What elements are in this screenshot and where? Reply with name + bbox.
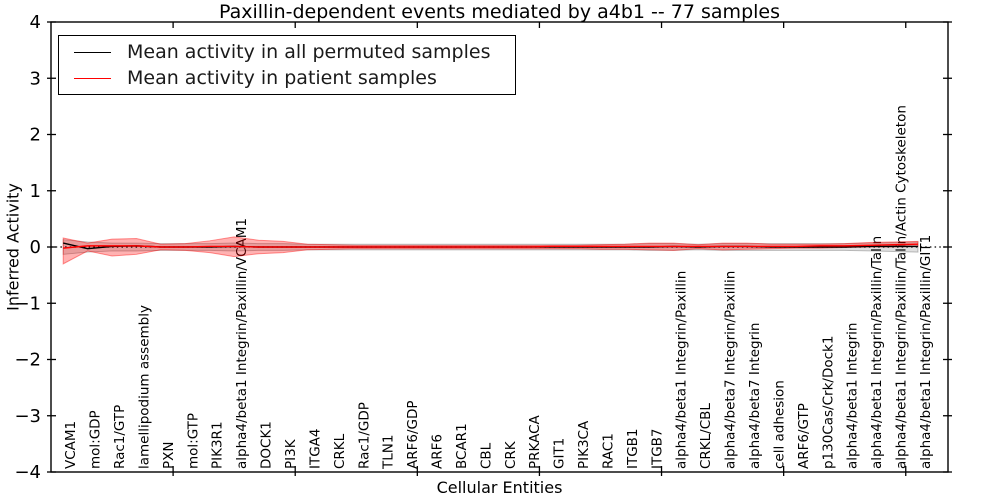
x-tick-label: ARF6/GDP <box>405 400 421 469</box>
x-tick-label: PI3K <box>283 438 299 469</box>
x-tick-label: DOCK1 <box>259 421 275 469</box>
legend-entry-permuted: Mean activity in all permuted samples <box>59 39 515 65</box>
x-tick-label: CRKL <box>332 433 348 469</box>
x-tick-label: PIK3CA <box>576 420 592 469</box>
x-tick-label: PRKACA <box>527 414 543 469</box>
x-tick-label: ITGB1 <box>625 428 641 469</box>
x-tick-label: Rac1/GDP <box>356 402 372 469</box>
y-tick-label: −2 <box>14 350 41 371</box>
y-tick-label: −4 <box>14 462 41 483</box>
permuted-line-swatch <box>74 51 111 53</box>
chart-title: Paxillin-dependent events mediated by a4… <box>218 1 780 23</box>
y-tick-label: 4 <box>30 12 41 33</box>
x-tick-label: TLN1 <box>381 435 397 470</box>
x-tick-label: mol:GTP <box>185 413 201 469</box>
legend-label: Mean activity in patient samples <box>127 67 437 89</box>
x-tick-label: GIT1 <box>552 438 568 469</box>
x-tick-label: VCAM1 <box>63 421 79 469</box>
x-tick-label: p130Cas/Crk/Dock1 <box>820 336 836 469</box>
x-tick-label: lamellipodium assembly <box>136 305 152 469</box>
x-tick-label: RAC1 <box>600 433 616 469</box>
x-tick-label: ARF6 <box>430 434 446 469</box>
x-tick-label: mol:GDP <box>88 410 104 469</box>
x-tick-label: Rac1/GTP <box>112 405 128 469</box>
y-tick-label: −3 <box>14 406 41 427</box>
x-tick-label: CBL <box>478 442 494 469</box>
x-axis-title: Cellular Entities <box>436 478 563 497</box>
y-tick-label: 2 <box>30 125 41 146</box>
x-tick-label: BCAR1 <box>454 423 470 469</box>
x-tick-label: cell adhesion <box>771 380 787 469</box>
patient-line-swatch <box>74 77 111 79</box>
x-tick-label: alpha4/beta1 Integrin/Paxillin/Talin <box>869 236 885 469</box>
x-tick-label: alpha4/beta1 Integrin <box>845 323 861 469</box>
x-tick-label: alpha4/beta1 Integrin/Paxillin <box>674 271 690 469</box>
y-tick-label: 0 <box>30 237 41 258</box>
legend-label: Mean activity in all permuted samples <box>127 41 491 63</box>
y-axis-title: Inferred Activity <box>3 183 23 311</box>
x-tick-label: alpha4/beta1 Integrin/Paxillin/Talin/Act… <box>894 105 910 469</box>
patient-mean-line <box>63 243 918 249</box>
x-tick-label: PXN <box>161 442 177 470</box>
x-tick-label: alpha4/beta1 Integrin/Paxillin/VCAM1 <box>234 218 250 469</box>
y-tick-label: −1 <box>14 293 41 314</box>
x-tick-label: alpha4/beta7 Integrin <box>747 323 763 469</box>
legend-entry-patient: Mean activity in patient samples <box>59 65 515 91</box>
x-tick-label: ARF6/GTP <box>796 403 812 469</box>
x-tick-label: ITGB7 <box>649 428 665 469</box>
y-tick-label: 1 <box>30 181 41 202</box>
x-tick-label: alpha4/beta1 Integrin/Paxillin/GIT1 <box>918 235 934 469</box>
x-tick-label: CRKL/CBL <box>698 403 714 469</box>
x-tick-label: ITGA4 <box>307 428 323 469</box>
x-tick-label: alpha4/beta7 Integrin/Paxillin <box>723 271 739 469</box>
x-tick-label: CRK <box>503 440 519 469</box>
x-tick-label: PIK3R1 <box>210 421 226 469</box>
y-tick-label: 3 <box>30 68 41 89</box>
legend: Mean activity in all permuted samples Me… <box>58 35 516 95</box>
